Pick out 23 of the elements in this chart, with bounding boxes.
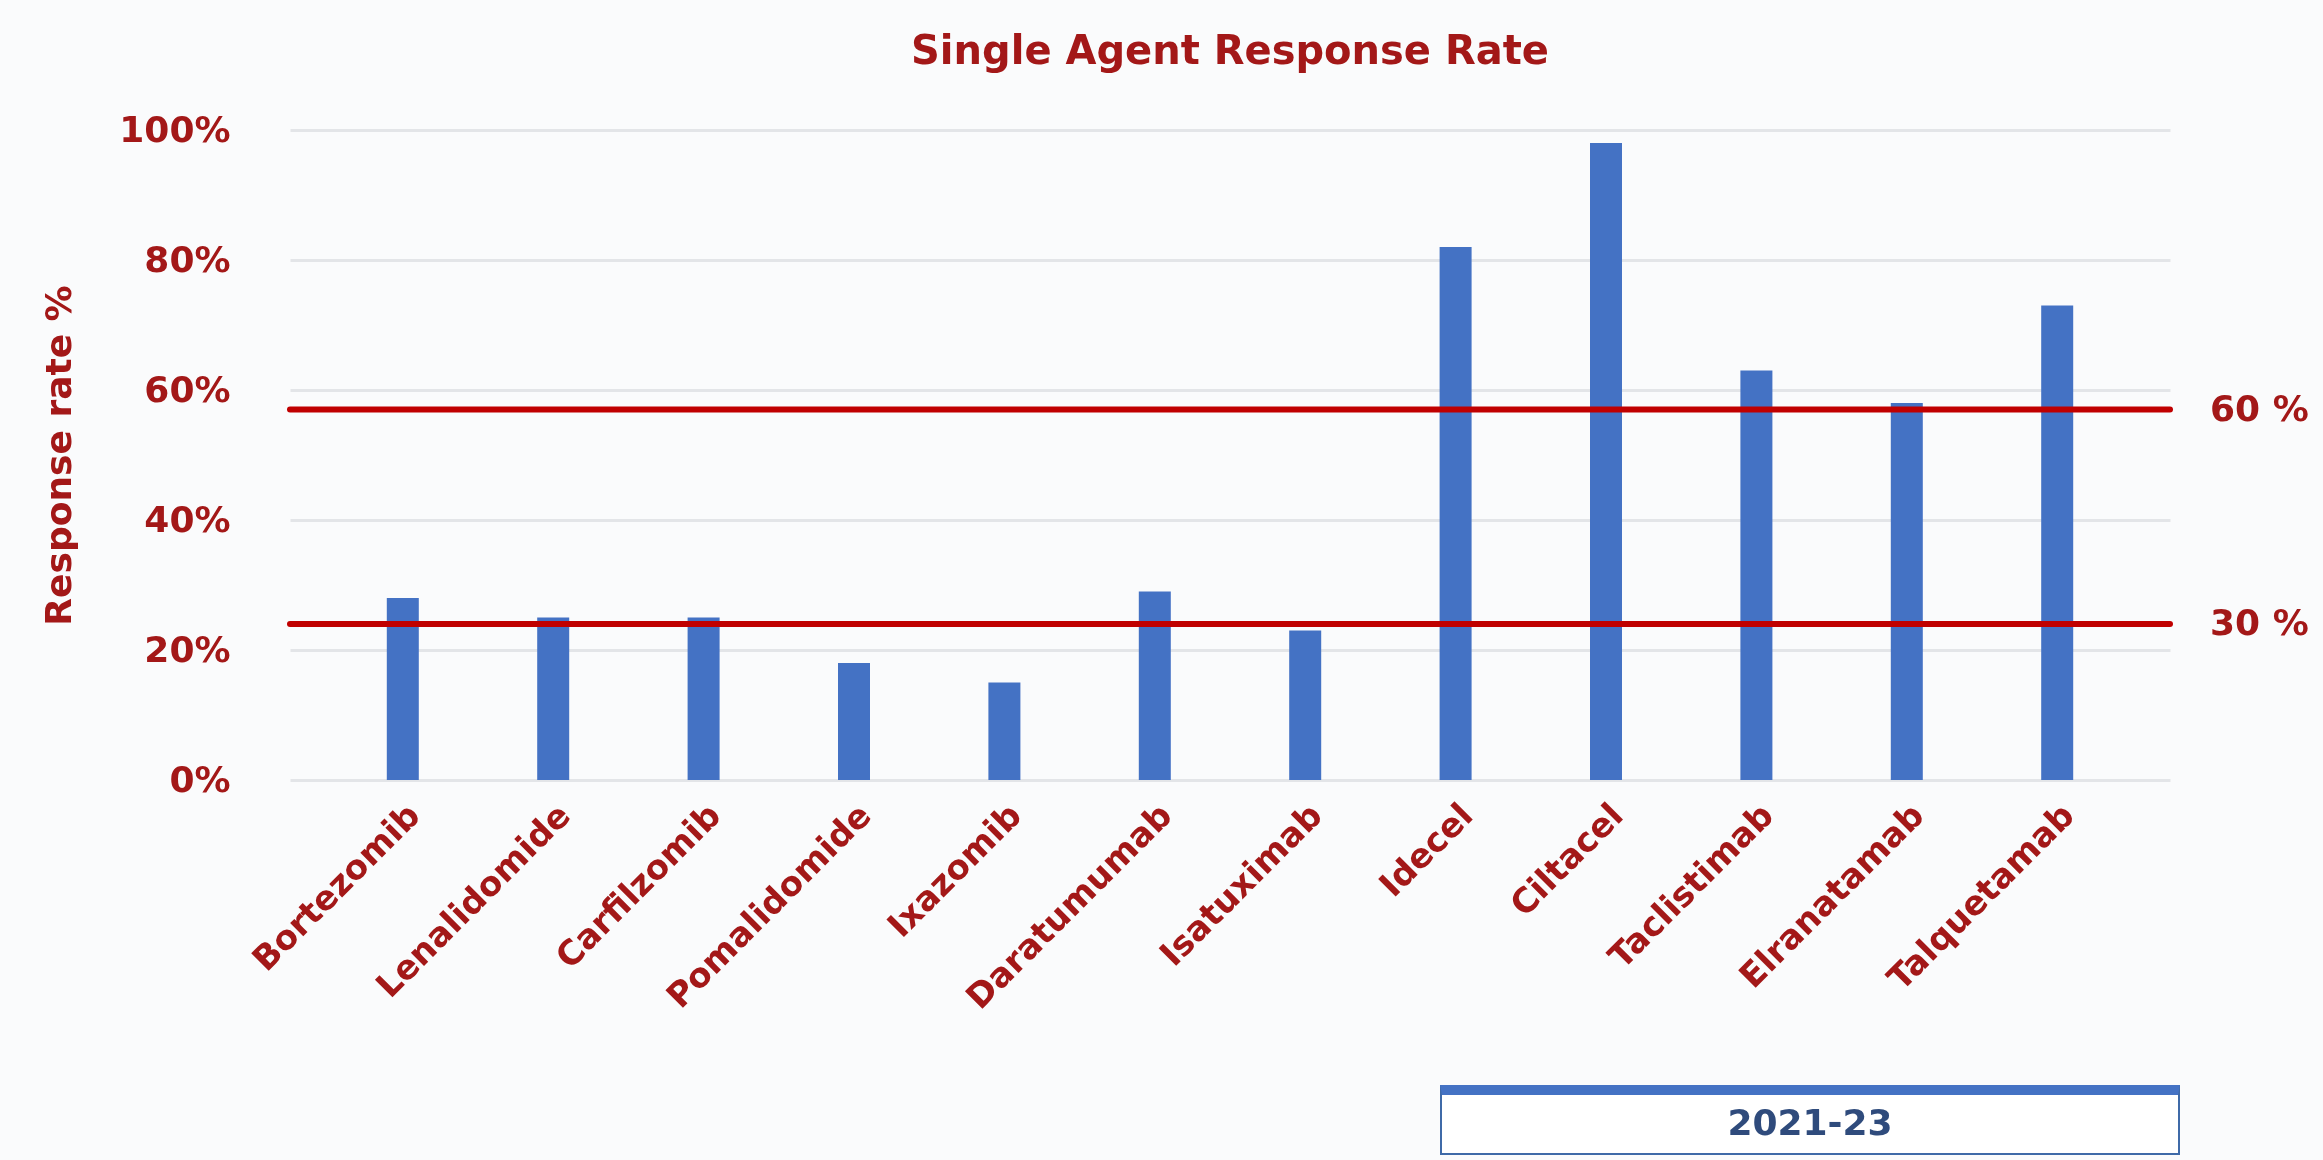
bar [1590, 143, 1622, 780]
bar [386, 598, 419, 780]
bar [1439, 247, 1472, 780]
y-axis-title: Response rate % [38, 285, 80, 626]
text: 30 % [2210, 602, 2309, 643]
bar [537, 617, 570, 780]
bar [1740, 370, 1773, 780]
y-tick-label: 20% [144, 628, 231, 670]
text: 2021-23 [1440, 1085, 2180, 1155]
y-tick-label: 40% [144, 498, 231, 540]
bar [988, 682, 1021, 780]
bar [1138, 591, 1171, 780]
y-tick-label: 0% [169, 758, 231, 800]
chart-title: Single Agent Response Rate [911, 27, 1549, 73]
text: 60 % [2210, 387, 2309, 429]
y-tick-label: 60% [144, 368, 231, 410]
bar [1289, 630, 1322, 780]
bar [687, 617, 720, 780]
bar [838, 663, 870, 780]
bar [2041, 305, 2074, 780]
y-tick-label: 80% [144, 238, 231, 280]
y-tick-label: 100% [119, 108, 231, 150]
bar [1890, 403, 1923, 780]
